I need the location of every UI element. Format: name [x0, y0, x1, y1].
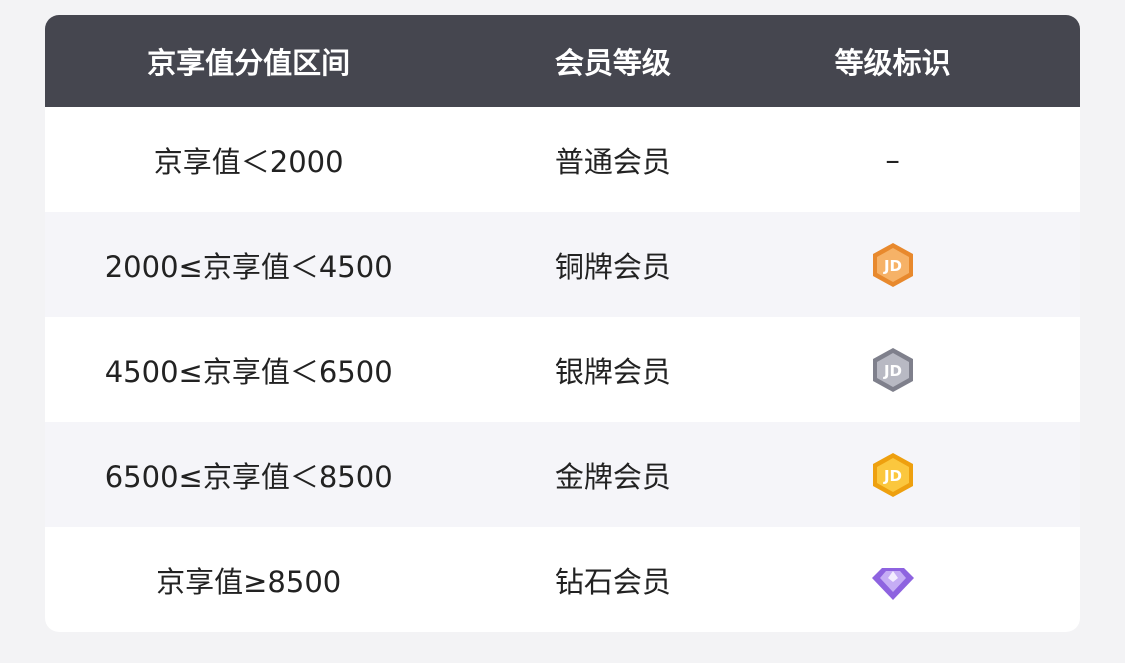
svg-text:JD: JD [883, 362, 902, 380]
level-cell: 金牌会员 [554, 459, 671, 494]
table-row: 京享值≥8500 钻石会员 [45, 527, 1080, 632]
table-row: 6500≤京享值＜8500 金牌会员 JD [45, 422, 1080, 527]
badge-none: – [885, 142, 900, 177]
membership-table: 京享值分值区间 会员等级 等级标识 京享值＜2000 普通会员 – 2000≤京… [45, 15, 1080, 632]
silver-jd-badge-icon: JD [872, 347, 913, 392]
header-level: 会员等级 [554, 46, 671, 80]
range-cell: 2000≤京享值＜4500 [104, 249, 393, 284]
table-row: 2000≤京享值＜4500 铜牌会员 JD [45, 212, 1080, 317]
svg-text:JD: JD [883, 467, 902, 485]
range-cell: 6500≤京享值＜8500 [104, 459, 393, 494]
range-cell: 京享值≥8500 [156, 564, 342, 599]
header-badge: 等级标识 [834, 46, 951, 80]
level-cell: 普通会员 [554, 144, 671, 179]
table-row: 4500≤京享值＜6500 银牌会员 JD [45, 317, 1080, 422]
level-cell: 银牌会员 [554, 354, 671, 389]
gold-jd-badge-icon: JD [872, 452, 913, 497]
svg-text:JD: JD [883, 257, 902, 275]
table-row: 京享值＜2000 普通会员 – [45, 107, 1080, 212]
header-range: 京享值分值区间 [147, 46, 351, 80]
bronze-jd-badge-icon: JD [872, 242, 913, 287]
range-cell: 4500≤京享值＜6500 [104, 354, 393, 389]
level-cell: 铜牌会员 [554, 249, 671, 284]
range-cell: 京享值＜2000 [153, 144, 344, 179]
level-cell: 钻石会员 [554, 564, 671, 599]
table-header: 京享值分值区间 会员等级 等级标识 [45, 15, 1080, 107]
diamond-badge-icon [871, 567, 914, 600]
